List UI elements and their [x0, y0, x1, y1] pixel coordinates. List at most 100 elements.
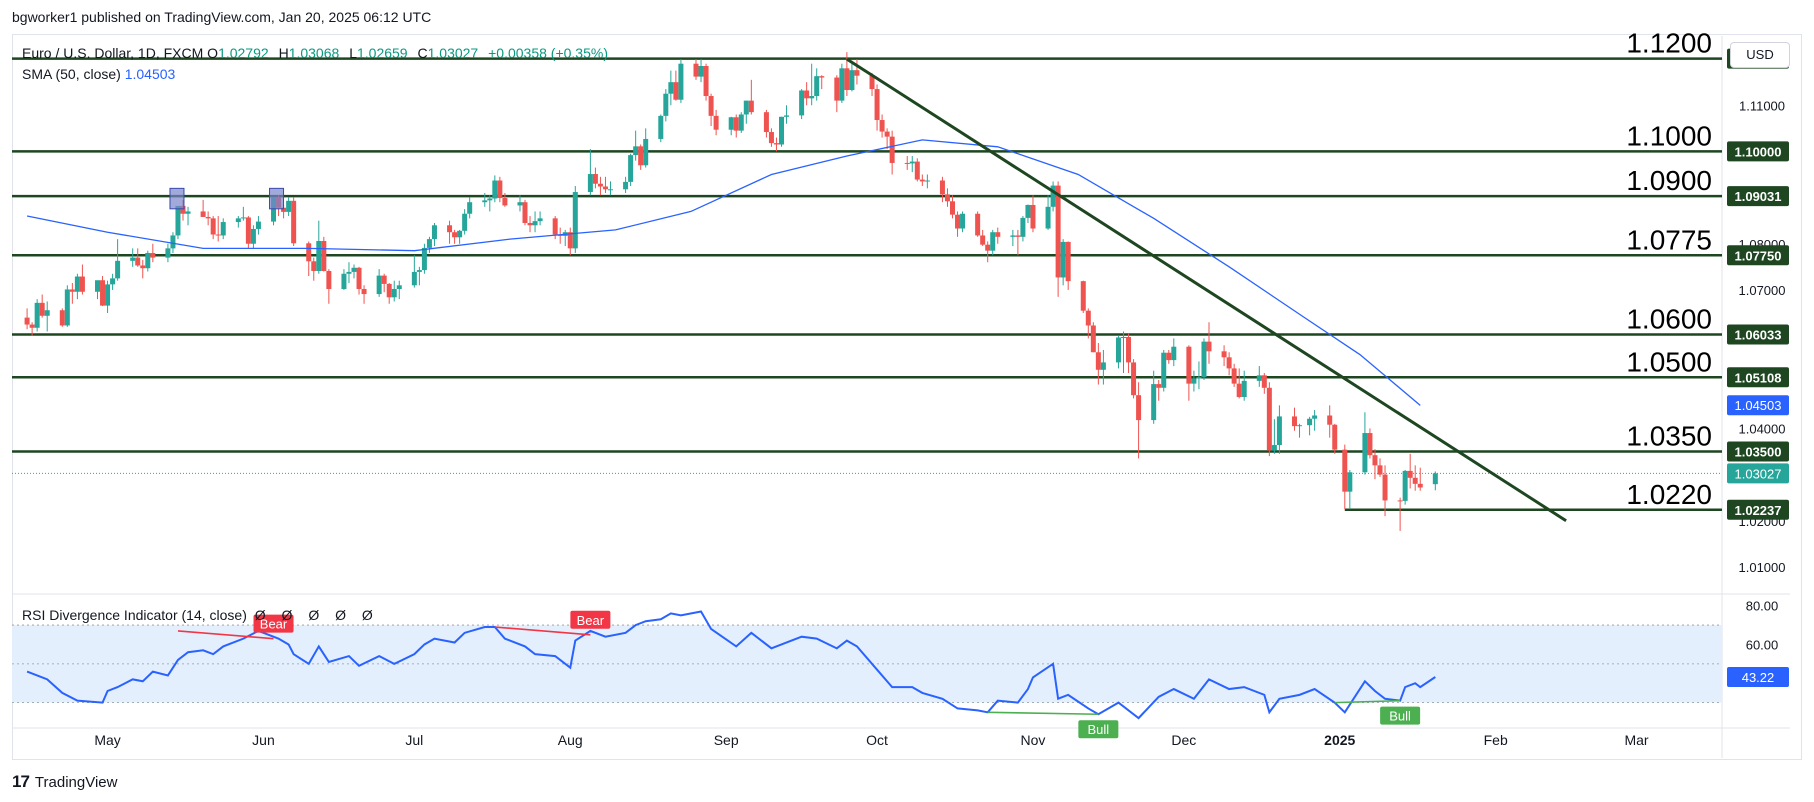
candle-body: [39, 302, 45, 316]
candle-body: [1055, 185, 1061, 278]
level-label-4: 1.0600: [1626, 304, 1712, 335]
candle-body: [517, 202, 523, 206]
candle-body: [1010, 235, 1016, 237]
candle-body: [255, 221, 261, 229]
symbol-legend[interactable]: Euro / U.S. Dollar, 1D, FXCM O1.02792 H1…: [22, 45, 614, 61]
highlight-box: [169, 187, 185, 210]
candle-body: [733, 117, 739, 131]
divergence-label-3: Bull: [1389, 709, 1411, 724]
candle-body: [1332, 424, 1338, 450]
footer[interactable]: 17 TradingView: [12, 772, 117, 792]
time-tick-0: May: [94, 732, 120, 748]
chart-frame: [12, 34, 1802, 760]
price-tick-2: 1.07000: [1739, 283, 1786, 298]
candle-body: [924, 180, 930, 182]
candle-body: [643, 138, 649, 166]
candle-body: [1292, 416, 1297, 427]
candle-body: [1201, 341, 1207, 378]
candle-body: [1241, 380, 1247, 398]
candle-body: [1397, 500, 1403, 502]
candle-body: [804, 90, 810, 99]
divergence-line-2: [987, 711, 1099, 716]
rsi-label: RSI Divergence Indicator (14, close): [22, 607, 247, 623]
divergence-line-1: [494, 626, 591, 636]
candle-body: [1377, 465, 1383, 475]
candle-body: [738, 114, 744, 131]
candle-body: [24, 317, 30, 325]
candle-body: [773, 143, 779, 145]
candle-body: [587, 174, 593, 193]
currency-button[interactable]: USD: [1730, 42, 1790, 68]
candle-body: [1236, 383, 1242, 398]
candle-body: [200, 211, 206, 217]
candle-body: [321, 240, 327, 271]
candle-body: [592, 174, 598, 184]
candle-body: [844, 68, 850, 91]
candle-body: [431, 225, 437, 240]
candle-body: [678, 63, 684, 100]
price-tag-1: [1727, 463, 1789, 484]
price-tick-3: 1.04000: [1739, 421, 1786, 436]
time-tick-10: Mar: [1624, 732, 1648, 748]
candle-body: [1221, 351, 1227, 358]
rsi-legend[interactable]: RSI Divergence Indicator (14, close) Ø Ø…: [22, 607, 379, 623]
candle-body: [919, 179, 925, 182]
candle-body: [291, 200, 297, 244]
level-label-0: 1.1200: [1626, 28, 1712, 59]
open-label: O: [207, 45, 219, 61]
candle-body: [768, 132, 774, 144]
candle-body: [950, 201, 955, 215]
sma-legend[interactable]: SMA (50, close) 1.04503: [22, 66, 175, 82]
level-tag-1: [1727, 141, 1789, 162]
candle-body: [1161, 352, 1167, 388]
rsi-tick-0: 80.00: [1746, 599, 1779, 614]
low-value: 1.02659: [356, 45, 408, 61]
candle-body: [457, 230, 463, 238]
candle-body: [175, 205, 181, 236]
candle-body: [29, 324, 35, 328]
high-value: 1.03068: [288, 45, 340, 61]
candle-body: [351, 267, 357, 272]
candle-body: [914, 161, 920, 180]
level-tag-7: [1727, 499, 1789, 520]
candle-body: [633, 146, 639, 156]
candle-body: [346, 271, 352, 274]
candle-body: [326, 270, 332, 289]
level-label-3: 1.0775: [1626, 224, 1712, 255]
candle-body: [416, 270, 422, 272]
candle-body: [944, 194, 950, 202]
candle-body: [1060, 241, 1066, 278]
candle-body: [1095, 352, 1101, 370]
candle-body: [608, 189, 613, 191]
level-label-7: 1.0220: [1626, 479, 1712, 510]
candle-body: [849, 70, 855, 91]
candle-body: [552, 218, 558, 235]
rsi-band: [12, 624, 1722, 704]
candle-body: [502, 198, 508, 206]
candle-body: [391, 288, 397, 298]
candle-body: [1372, 455, 1378, 466]
time-tick-1: Jun: [252, 732, 275, 748]
candle-body: [95, 280, 100, 292]
candle-body: [889, 136, 895, 163]
candle-body: [869, 75, 875, 90]
candle-body: [1266, 387, 1272, 451]
brand-name: TradingView: [34, 773, 118, 791]
candle-body: [44, 310, 50, 316]
candle-body: [286, 200, 292, 212]
candle-body: [1030, 204, 1036, 229]
candle-body: [1065, 241, 1071, 282]
candle-body: [1206, 341, 1212, 352]
rsi-zero-values: Ø Ø Ø Ø Ø: [254, 607, 379, 623]
candle-body: [1085, 310, 1091, 326]
price-tick-5: 1.01000: [1739, 560, 1786, 575]
divergence-line-0: [177, 630, 274, 640]
candle-body: [839, 68, 845, 101]
candle-body: [150, 252, 156, 258]
level-label-6: 1.0350: [1626, 421, 1712, 452]
candle-body: [1131, 362, 1137, 396]
candle-body: [311, 261, 317, 271]
price-tick-0: 1.11000: [1739, 98, 1785, 113]
candle-body: [34, 302, 40, 328]
